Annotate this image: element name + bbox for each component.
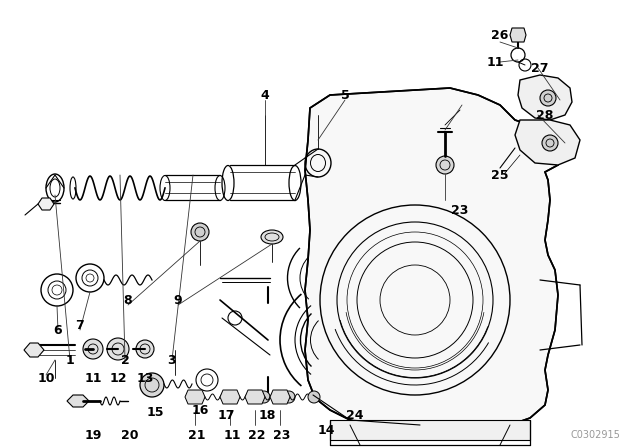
Text: C0302915: C0302915 [570, 430, 620, 440]
Circle shape [191, 223, 209, 241]
Text: 25: 25 [492, 168, 509, 181]
Text: 12: 12 [109, 371, 127, 384]
Polygon shape [330, 420, 530, 440]
Text: 13: 13 [136, 371, 154, 384]
Polygon shape [270, 390, 290, 404]
Text: 11: 11 [486, 56, 504, 69]
Text: 1: 1 [66, 353, 74, 366]
Circle shape [540, 90, 556, 106]
Text: 4: 4 [260, 89, 269, 102]
Text: 23: 23 [273, 428, 291, 441]
Circle shape [223, 391, 235, 403]
Polygon shape [510, 28, 526, 42]
Polygon shape [38, 198, 54, 210]
Circle shape [283, 391, 295, 403]
Text: 14: 14 [317, 423, 335, 436]
Text: 10: 10 [37, 371, 55, 384]
Text: 20: 20 [121, 428, 139, 441]
Text: 2: 2 [120, 353, 129, 366]
Text: 8: 8 [124, 293, 132, 306]
Circle shape [107, 338, 129, 360]
Text: 11: 11 [223, 428, 241, 441]
Text: 5: 5 [340, 89, 349, 102]
Text: 7: 7 [76, 319, 84, 332]
Text: 28: 28 [536, 108, 554, 121]
Polygon shape [515, 120, 580, 165]
Text: 15: 15 [147, 405, 164, 418]
Polygon shape [185, 390, 205, 404]
Text: 22: 22 [248, 428, 266, 441]
Text: 11: 11 [84, 371, 102, 384]
Circle shape [83, 339, 103, 359]
Text: 16: 16 [191, 404, 209, 417]
Polygon shape [67, 395, 89, 407]
Polygon shape [305, 88, 562, 432]
Circle shape [140, 373, 164, 397]
Polygon shape [24, 343, 44, 357]
Text: 26: 26 [492, 29, 509, 42]
Text: 24: 24 [346, 409, 364, 422]
Text: 3: 3 [168, 353, 176, 366]
Polygon shape [245, 390, 265, 404]
Circle shape [436, 156, 454, 174]
Text: 19: 19 [84, 428, 102, 441]
Text: 23: 23 [451, 203, 468, 216]
Text: 27: 27 [531, 61, 548, 74]
Circle shape [136, 340, 154, 358]
Polygon shape [220, 390, 240, 404]
Circle shape [542, 135, 558, 151]
Polygon shape [518, 75, 572, 120]
Circle shape [258, 391, 270, 403]
Text: 18: 18 [259, 409, 276, 422]
Text: 9: 9 [173, 293, 182, 306]
Text: 6: 6 [54, 323, 62, 336]
Text: 21: 21 [188, 428, 205, 441]
Ellipse shape [261, 230, 283, 244]
Text: 17: 17 [217, 409, 235, 422]
Circle shape [308, 391, 320, 403]
